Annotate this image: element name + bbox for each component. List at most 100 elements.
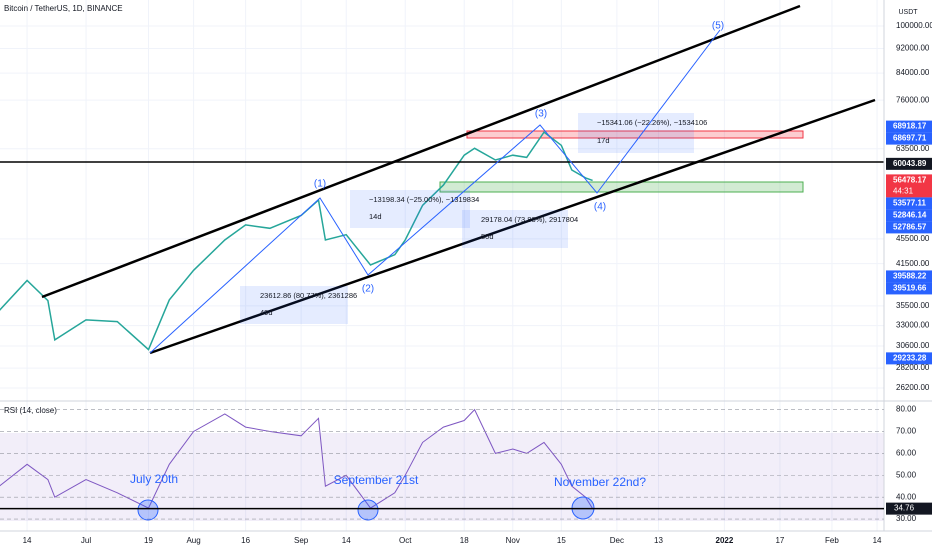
y-tick-label: 40.00	[896, 492, 917, 501]
measure-box: 23612.86 (80.77%), 2361286 49d	[240, 286, 357, 324]
price-badge-label: 52846.14	[893, 211, 927, 220]
measure-box: −15341.06 (−22.26%), −1534106 17d	[578, 113, 707, 153]
rsi-band	[0, 433, 884, 521]
series-line	[0, 131, 593, 351]
measure-bars: 49d	[260, 308, 273, 317]
x-tick-label: Aug	[186, 536, 200, 545]
wave-label: (1)	[314, 179, 326, 190]
y-tick-label: 80.00	[896, 405, 917, 414]
price-badge-label: 39519.66	[893, 284, 927, 293]
price-badge	[886, 209, 932, 222]
y-tick-label: 92000.00	[896, 44, 930, 53]
price-badge	[886, 174, 932, 187]
price-pane	[0, 131, 593, 351]
measure-bg	[240, 286, 348, 324]
channel-lower	[149, 98, 876, 355]
x-tick-label: 14	[23, 536, 32, 545]
rsi-highlight	[137, 499, 159, 521]
x-tick-label: Sep	[294, 536, 309, 545]
x-tick-label: 15	[557, 536, 566, 545]
x-tick-label: Oct	[399, 536, 412, 545]
price-badge-label: 56478.17	[893, 176, 927, 185]
wave-label: (2)	[362, 284, 374, 295]
x-tick-label: 18	[460, 536, 469, 545]
annotation: July 20th	[130, 472, 178, 486]
wave-label: (3)	[535, 109, 547, 120]
measure-box: 29178.04 (73.83%), 2917804 50d	[462, 210, 578, 248]
y-tick-label: 100000.00	[896, 21, 932, 30]
wave-label: (5)	[712, 21, 724, 32]
x-tick-label: 19	[144, 536, 153, 545]
y-tick-label: 63500.00	[896, 144, 930, 153]
y-tick-label: 45500.00	[896, 234, 930, 243]
y-tick-label: 28200.00	[896, 363, 930, 372]
annotation: November 22nd?	[554, 475, 646, 489]
y-tick-label: 50.00	[896, 470, 917, 479]
measure-bg	[462, 210, 568, 248]
wave-path	[149, 29, 721, 354]
rsi-badge-label: 34.76	[894, 504, 915, 513]
x-tick-label: 16	[241, 536, 250, 545]
x-tick-label: Nov	[506, 536, 520, 545]
channel-upper	[41, 4, 801, 299]
price-badge-label: 68918.17	[893, 122, 927, 131]
annotation: September 21st	[334, 473, 419, 487]
price-badge	[886, 132, 932, 145]
support-zone	[439, 181, 804, 193]
x-tick-label: Feb	[825, 536, 839, 545]
measure-bars: 14d	[369, 212, 382, 221]
y-tick-label: 30.00	[896, 514, 917, 523]
rsi-highlight	[357, 499, 379, 521]
rsi-pane	[0, 408, 884, 520]
price-badge	[886, 197, 932, 210]
x-tick-label: 2022	[716, 536, 734, 545]
measure-bars: 50d	[481, 232, 494, 241]
measure-change: 23612.86 (80.77%), 2361286	[260, 291, 357, 300]
y-tick-label: 60.00	[896, 448, 917, 457]
x-tick-label: Dec	[610, 536, 624, 545]
price-badge	[886, 120, 932, 133]
price-badge-label: 52786.57	[893, 223, 927, 232]
measure-bg	[578, 113, 694, 153]
measure-bars: 17d	[597, 136, 610, 145]
y-tick-label: 76000.00	[896, 95, 930, 104]
countdown-badge	[886, 185, 932, 198]
currency: USDT	[898, 9, 918, 16]
price-badge	[886, 352, 932, 365]
measure-change: −15341.06 (−22.26%), −1534106	[597, 118, 707, 127]
price-badge-label: 53577.11	[893, 199, 926, 208]
x-tick-label: 17	[775, 536, 784, 545]
price-badge-label: 68697.71	[893, 134, 927, 143]
price-badges: 34.76 68918.17 68697.71 60043.89 56478.17 44:…	[886, 120, 932, 515]
countdown-label: 44:31	[893, 187, 914, 196]
y-tick-label: 33000.00	[896, 321, 930, 330]
y-tick-label: 70.00	[896, 427, 917, 436]
x-tick-label: Jul	[81, 536, 91, 545]
measure-change: −13198.34 (−25.00%), −1319834	[369, 195, 479, 204]
rsi-title: RSI (14, close)	[4, 406, 57, 415]
y-tick-label: 35500.00	[896, 301, 930, 310]
rsi-badge	[886, 502, 932, 515]
wave-label: (4)	[594, 202, 606, 213]
measure-box: −13198.34 (−25.00%), −1319834 14d	[350, 190, 479, 228]
y-tick-label: 30600.00	[896, 341, 930, 350]
price-badge-label: 60043.89	[893, 159, 927, 168]
measure-change: 29178.04 (73.83%), 2917804	[481, 215, 578, 224]
y-tick-label: 41500.00	[896, 259, 930, 268]
price-badge	[886, 282, 932, 295]
symbol-title: Bitcoin / TetherUS, 1D, BINANCE	[4, 4, 123, 13]
x-tick-label: 14	[342, 536, 351, 545]
y-tick-label: 26200.00	[896, 383, 930, 392]
price-badge-label: 29233.28	[893, 353, 927, 362]
price-badge	[886, 221, 932, 234]
price-badge-label: 39588.22	[893, 272, 927, 281]
x-tick-label: 13	[654, 536, 663, 545]
price-badge	[886, 157, 932, 170]
price-badge	[886, 270, 932, 283]
x-tick-label: 14	[873, 536, 882, 545]
grid	[0, 0, 884, 531]
measure-bg	[350, 190, 470, 228]
y-tick-label: 84000.00	[896, 68, 930, 77]
